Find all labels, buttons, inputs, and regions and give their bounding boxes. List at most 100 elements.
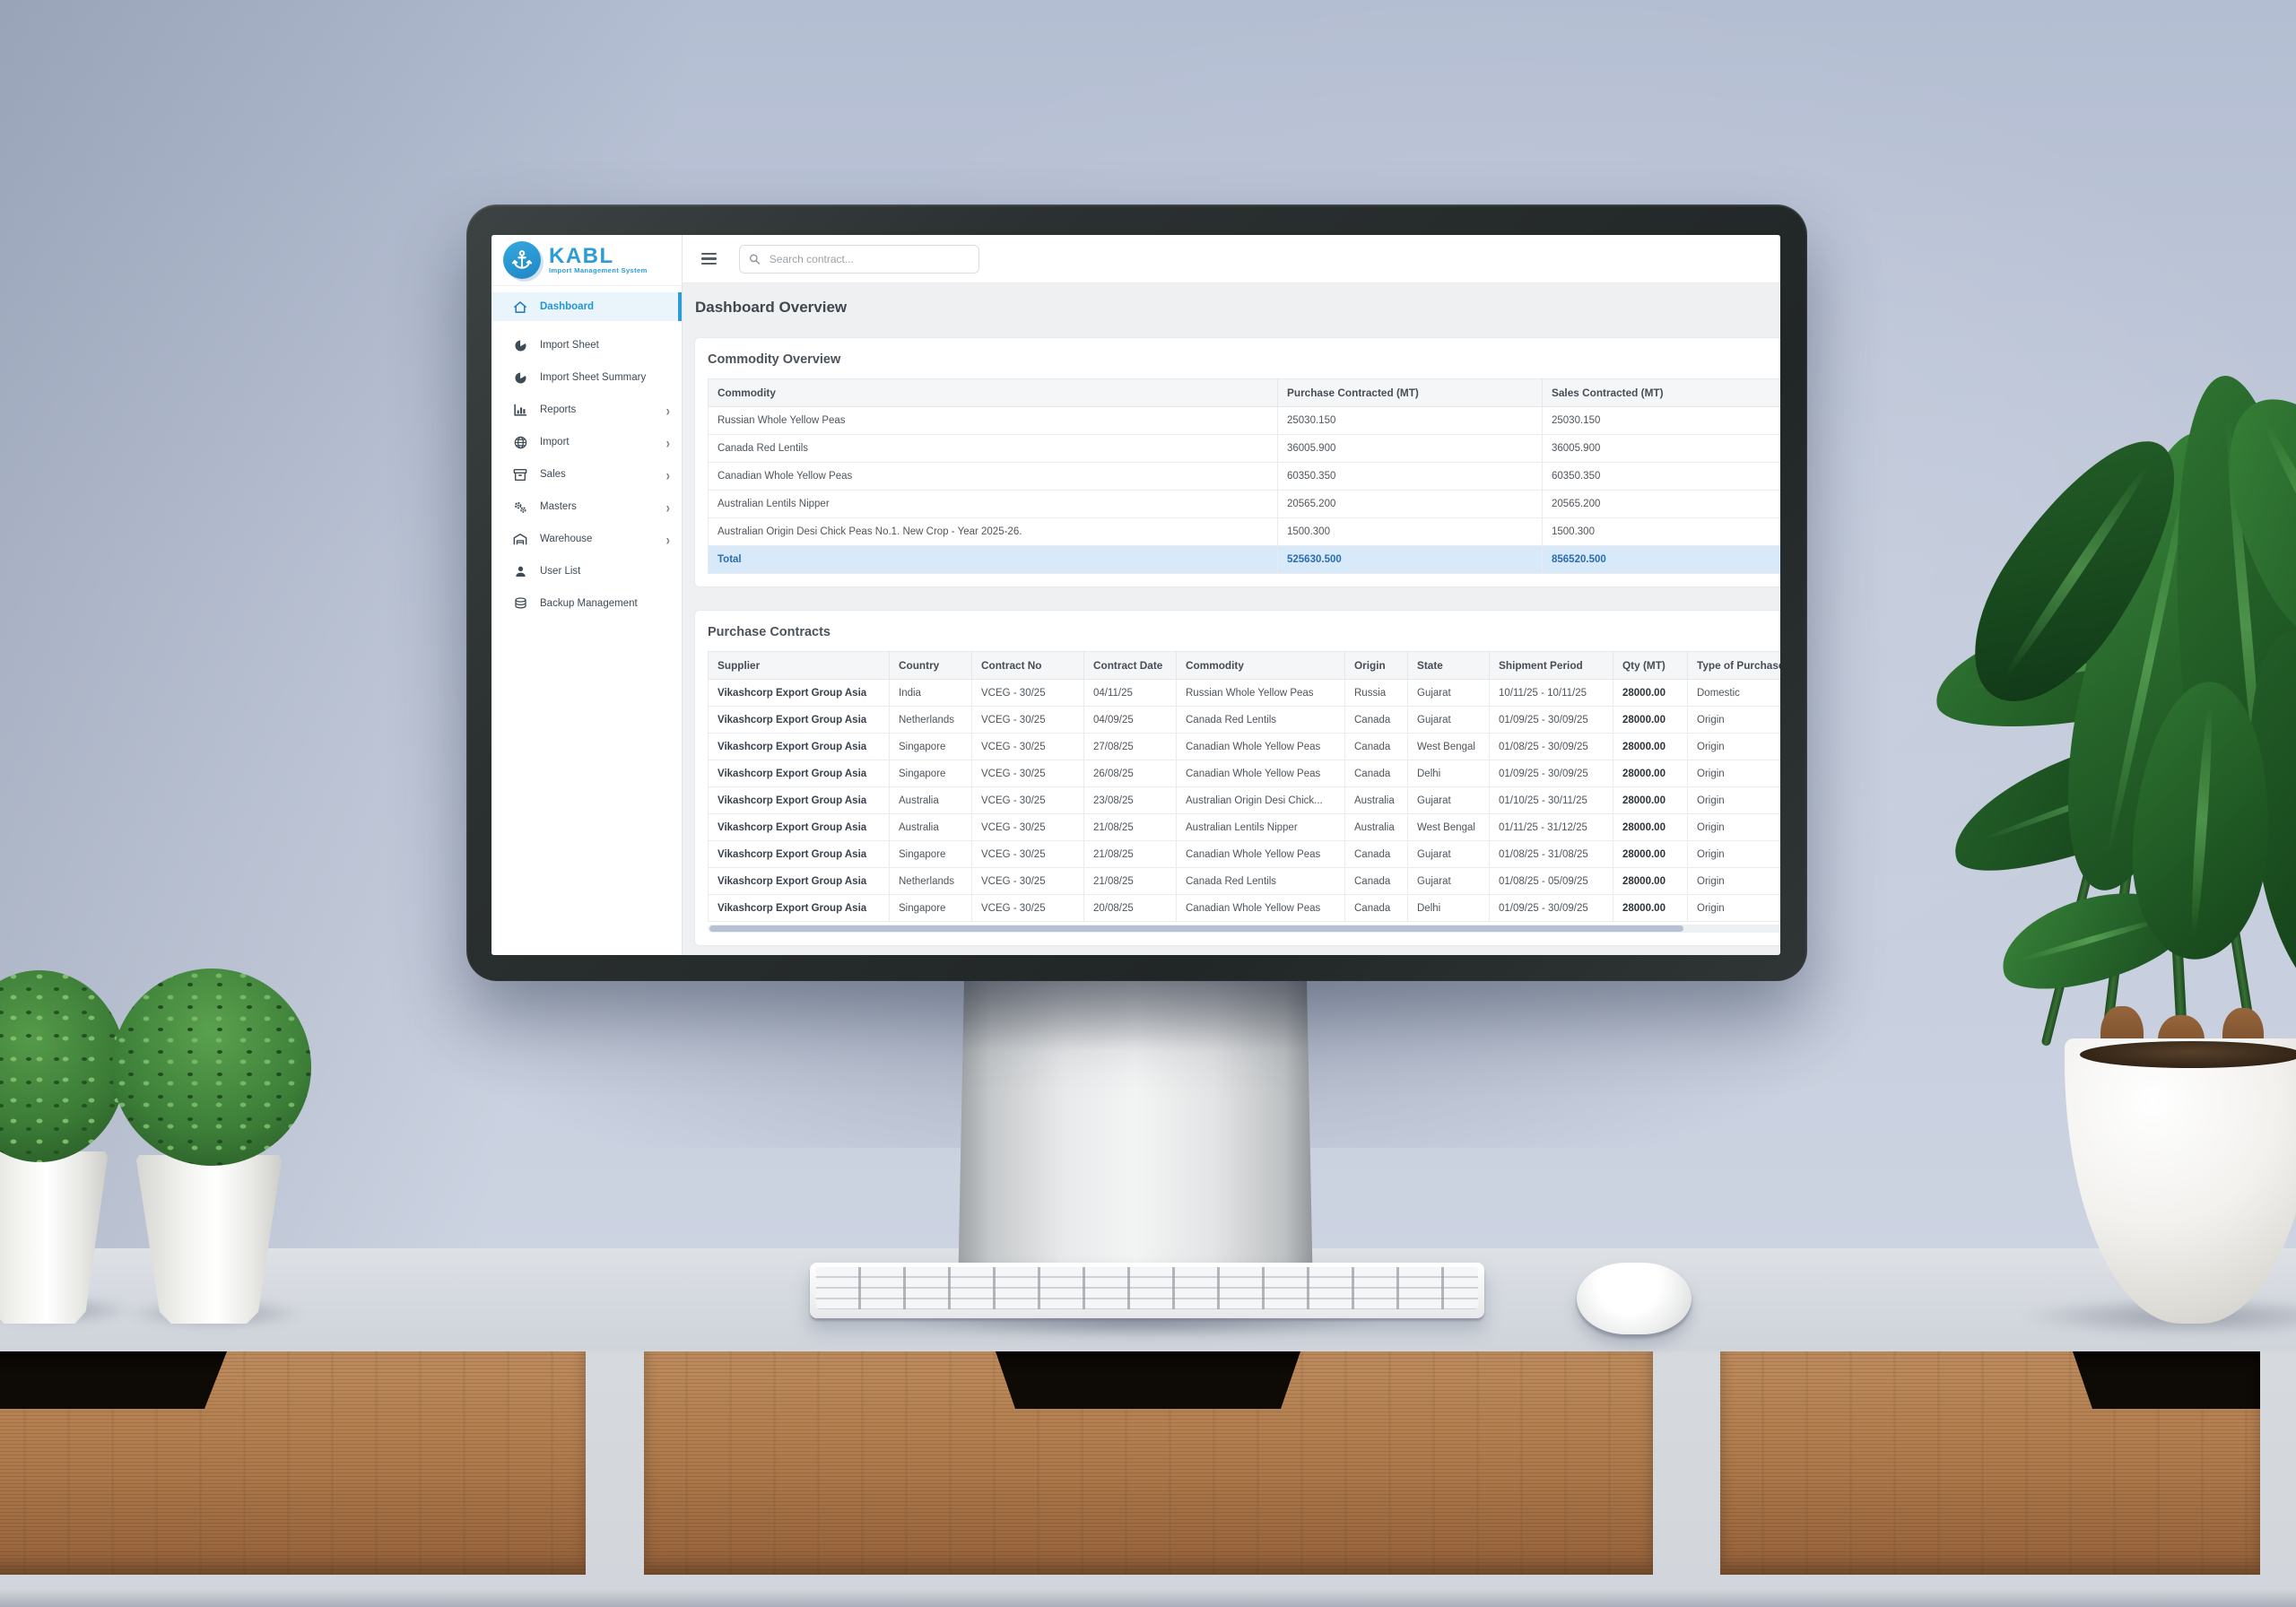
globe-icon	[513, 435, 527, 449]
small-plant-pot	[136, 1155, 282, 1324]
country-cell: Singapore	[889, 894, 972, 922]
horizontal-scrollbar[interactable]	[708, 925, 1780, 933]
contract-no-cell: VCEG - 30/25	[971, 867, 1084, 895]
page-title: Dashboard Overview	[695, 299, 848, 316]
table-row: Canadian Whole Yellow Peas 60350.350 603…	[708, 462, 1780, 491]
bar-chart-icon	[513, 403, 527, 417]
qty-cell: 28000.00	[1613, 786, 1688, 814]
topbar	[683, 235, 1780, 283]
purchase-contracts-card: Purchase Contracts Supplier Country Cont…	[694, 610, 1780, 946]
table-row: Vikashcorp Export Group Asia Singapore V…	[708, 840, 1780, 868]
column-header: Commodity	[1176, 651, 1345, 680]
commodity-overview-card: Commodity Overview Commodity Purchase Co…	[694, 337, 1780, 587]
contract-date-cell: 21/08/25	[1083, 867, 1177, 895]
origin-cell: Russia	[1344, 679, 1408, 707]
country-cell: Singapore	[889, 760, 972, 787]
chevron-right-icon: ›	[665, 401, 670, 419]
type-cell: Origin	[1687, 867, 1780, 895]
type-cell: Domestic	[1687, 679, 1780, 707]
column-header: Contract No	[971, 651, 1084, 680]
shipment-period-cell: 01/09/25 - 30/09/25	[1489, 894, 1613, 922]
column-header: Purchase Contracted (MT)	[1277, 378, 1543, 407]
origin-cell: Australia	[1344, 786, 1408, 814]
drawer-right	[1720, 1351, 2260, 1575]
sales-cell: 20565.200	[1542, 490, 1780, 518]
contract-date-cell: 27/08/25	[1083, 733, 1177, 760]
contract-date-cell: 26/08/25	[1083, 760, 1177, 787]
supplier-cell: Vikashcorp Export Group Asia	[708, 679, 890, 707]
commodity-cell: Canadian Whole Yellow Peas	[1176, 894, 1345, 922]
sidebar-item-warehouse[interactable]: Warehouse ›	[491, 523, 682, 555]
state-cell: Delhi	[1407, 760, 1490, 787]
origin-cell: Canada	[1344, 840, 1408, 868]
purchase-contracts-table: Supplier Country Contract No Contract Da…	[708, 651, 1780, 922]
sidebar-item-import-sheet-summary[interactable]: Import Sheet Summary	[491, 361, 682, 394]
shipment-period-cell: 10/11/25 - 10/11/25	[1489, 679, 1613, 707]
sidebar-item-label: Import Sheet Summary	[540, 372, 647, 383]
search-box[interactable]	[739, 244, 979, 274]
sales-cell: 36005.900	[1542, 434, 1780, 463]
type-cell: Origin	[1687, 813, 1780, 841]
commodity-overview-table: Commodity Purchase Contracted (MT) Sales…	[708, 378, 1780, 574]
state-cell: West Bengal	[1407, 733, 1490, 760]
sidebar-item-dashboard[interactable]: Dashboard	[491, 292, 682, 321]
supplier-cell: Vikashcorp Export Group Asia	[708, 867, 890, 895]
supplier-cell: Vikashcorp Export Group Asia	[708, 706, 890, 734]
chevron-right-icon: ›	[665, 465, 670, 483]
sidebar-item-masters[interactable]: Masters ›	[491, 491, 682, 523]
sales-cell: 1500.300	[1542, 517, 1780, 546]
column-header: Contract Date	[1083, 651, 1177, 680]
drawer-left	[0, 1351, 586, 1575]
stand-shade	[958, 979, 1313, 1051]
scrollbar-thumb[interactable]	[709, 925, 1683, 932]
sidebar-item-user-list[interactable]: User List	[491, 555, 682, 587]
table-row: Vikashcorp Export Group Asia Singapore V…	[708, 733, 1780, 760]
state-cell: Gujarat	[1407, 840, 1490, 868]
total-purchase: 525630.500	[1277, 545, 1543, 574]
sidebar-nav: Dashboard Import Sheet Import Sheet Summ…	[491, 286, 682, 620]
commodity-cell: Russian Whole Yellow Peas	[1176, 679, 1345, 707]
state-cell: Gujarat	[1407, 679, 1490, 707]
commodity-cell: Canada Red Lentils	[708, 434, 1278, 463]
contract-date-cell: 21/08/25	[1083, 840, 1177, 868]
monitor-bezel: KABL Import Management System Dashboard …	[466, 204, 1807, 981]
shipment-period-cell: 01/09/25 - 30/09/25	[1489, 706, 1613, 734]
commodity-cell: Canada Red Lentils	[1176, 867, 1345, 895]
table-header-row: Commodity Purchase Contracted (MT) Sales…	[708, 378, 1780, 407]
shipment-period-cell: 01/09/25 - 30/09/25	[1489, 760, 1613, 787]
supplier-cell: Vikashcorp Export Group Asia	[708, 733, 890, 760]
shipment-period-cell: 01/08/25 - 05/09/25	[1489, 867, 1613, 895]
sidebar-item-backup-management[interactable]: Backup Management	[491, 587, 682, 620]
sidebar-item-label: Import	[540, 437, 570, 447]
country-cell: India	[889, 679, 972, 707]
sidebar-item-import[interactable]: Import ›	[491, 426, 682, 458]
qty-cell: 28000.00	[1613, 894, 1688, 922]
physical-keyboard	[810, 1263, 1484, 1318]
drawer-center	[644, 1351, 1653, 1575]
sidebar-item-import-sheet[interactable]: Import Sheet	[491, 329, 682, 361]
table-row: Vikashcorp Export Group Asia Australia V…	[708, 813, 1780, 841]
search-input[interactable]	[767, 251, 970, 266]
sidebar-item-sales[interactable]: Sales ›	[491, 458, 682, 491]
commodity-cell: Canadian Whole Yellow Peas	[1176, 733, 1345, 760]
sales-cell: 60350.350	[1542, 462, 1780, 491]
hamburger-menu-icon[interactable]	[701, 252, 717, 265]
logo-name: KABL	[549, 244, 614, 268]
contract-no-cell: VCEG - 30/25	[971, 840, 1084, 868]
total-label: Total	[708, 545, 1278, 574]
sidebar-item-label: Masters	[540, 501, 577, 512]
desk-bottom-shade	[0, 1589, 2296, 1607]
contract-no-cell: VCEG - 30/25	[971, 733, 1084, 760]
sidebar-item-label: Sales	[540, 469, 566, 480]
sidebar-item-reports[interactable]: Reports ›	[491, 394, 682, 426]
database-icon	[513, 596, 527, 611]
type-cell: Origin	[1687, 840, 1780, 868]
commodity-cell: Australian Lentils Nipper	[1176, 813, 1345, 841]
column-header: Shipment Period	[1489, 651, 1613, 680]
screen: KABL Import Management System Dashboard …	[491, 235, 1780, 955]
origin-cell: Canada	[1344, 706, 1408, 734]
contract-no-cell: VCEG - 30/25	[971, 813, 1084, 841]
desk	[0, 1248, 2296, 1607]
origin-cell: Canada	[1344, 867, 1408, 895]
sidebar-item-label: Backup Management	[540, 598, 638, 609]
